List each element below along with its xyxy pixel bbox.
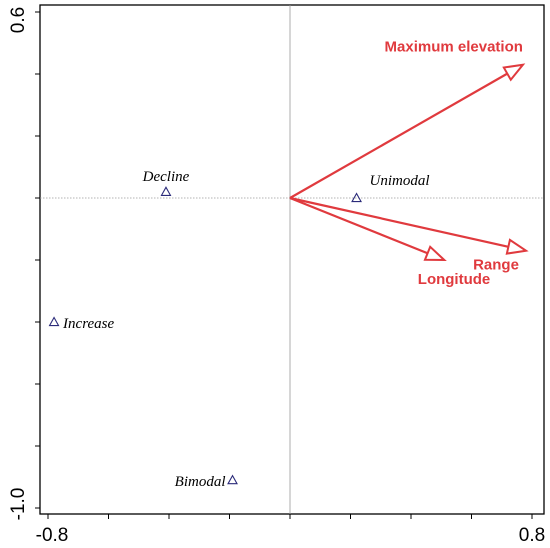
biplot-arrow-shaft xyxy=(289,72,508,199)
x-tick-label: -0.8 xyxy=(36,525,69,546)
biplot-arrow-head xyxy=(505,238,529,255)
point-label: Bimodal xyxy=(175,474,226,490)
y-tick-label: -1.0 xyxy=(8,488,29,521)
triangle-marker-icon xyxy=(160,186,172,196)
plot-frame xyxy=(39,4,545,515)
triangle-marker-icon xyxy=(227,474,238,485)
arrow-label: Longitude xyxy=(418,271,490,288)
triangle-marker-icon xyxy=(48,316,60,327)
triangle-marker-icon xyxy=(351,192,362,203)
arrow-label: Range xyxy=(473,257,519,274)
point-label: Increase xyxy=(62,316,114,332)
point-label: Decline xyxy=(142,169,190,185)
point-label: Unimodal xyxy=(370,173,430,189)
biplot-arrow-head xyxy=(502,63,526,82)
biplot-arrow-shaft xyxy=(289,196,509,248)
arrow-label: Maximum elevation xyxy=(385,39,523,56)
biplot-arrow-head xyxy=(423,245,447,262)
biplot-arrow-shaft xyxy=(289,196,428,255)
x-tick-label: 0.8 xyxy=(519,525,545,546)
y-tick-label: 0.6 xyxy=(8,7,29,33)
